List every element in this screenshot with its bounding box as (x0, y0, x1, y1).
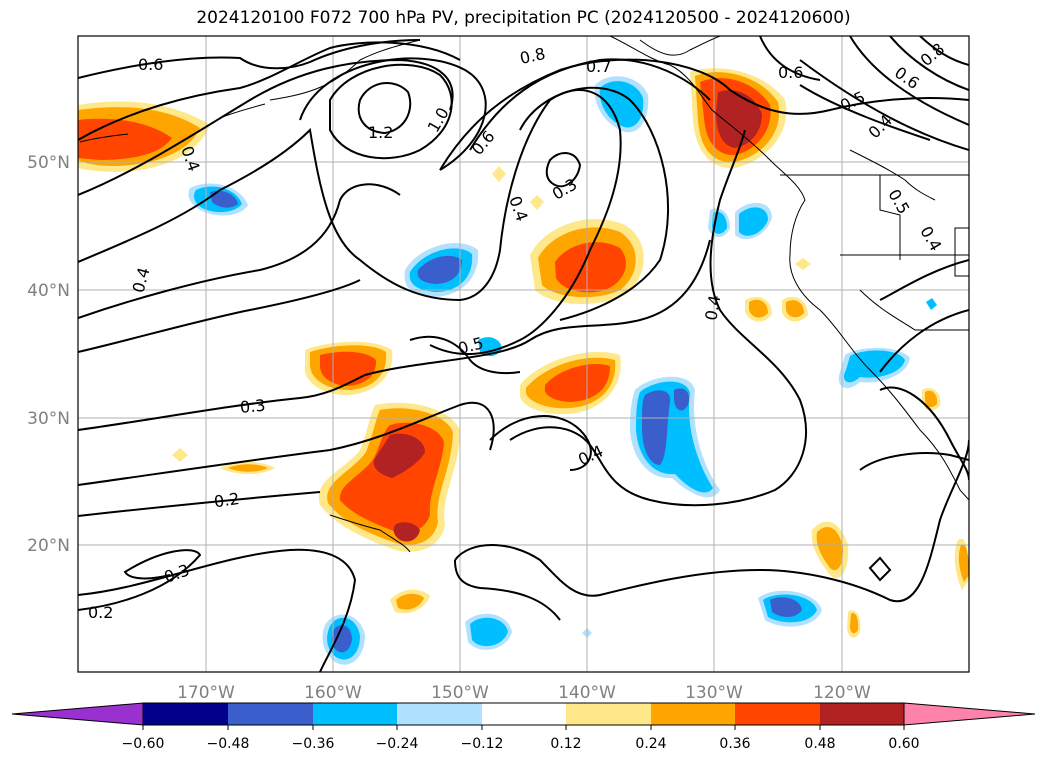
contour-label: 0.8 (518, 44, 547, 68)
lon-label: 140°W (558, 683, 616, 703)
precip-negative-anomalies (188, 76, 937, 665)
contour-label: 0.6 (778, 63, 803, 82)
colorbar-segment (143, 703, 228, 725)
longitude-labels: 170°W 160°W 150°W 140°W 130°W 120°W (177, 683, 871, 703)
pv-contours (78, 36, 969, 672)
colorbar-tick-label: −0.36 (292, 736, 335, 752)
contour-label: 0.7 (586, 57, 611, 76)
map-title: 2024120100 F072 700 hPa PV, precipitatio… (196, 8, 851, 28)
contour-label: 0.3 (239, 396, 266, 417)
lat-label: 30°N (27, 409, 70, 429)
lon-label: 150°W (431, 683, 489, 703)
lat-label: 40°N (27, 281, 70, 301)
colorbar-under-arrow (11, 702, 144, 726)
lon-label: 120°W (813, 683, 871, 703)
lon-label: 130°W (685, 683, 743, 703)
contour-label: 0.2 (88, 603, 113, 622)
colorbar-tick-label: −0.12 (461, 736, 504, 752)
colorbar-tick-label: −0.24 (376, 736, 419, 752)
contour-label: 0.2 (213, 489, 241, 511)
lon-label: 160°W (304, 683, 362, 703)
colorbar-segment (397, 703, 482, 725)
colorbar-tick-label: 0.24 (635, 736, 666, 752)
lat-label: 50°N (27, 153, 70, 173)
colorbar-segment (482, 703, 566, 725)
lat-label: 20°N (27, 536, 70, 556)
colorbar-segment (566, 703, 651, 725)
colorbar-segment (313, 703, 397, 725)
colorbar-tick-label: 0.36 (719, 736, 750, 752)
map-frame (77, 35, 970, 673)
colorbar-segment (735, 703, 820, 725)
colorbar-segment (651, 703, 735, 725)
colorbar-tick-label: −0.48 (207, 736, 250, 752)
colorbar-segment (228, 703, 313, 725)
colorbar-over-arrow (903, 702, 1036, 726)
colorbar-tick-label: 0.48 (804, 736, 835, 752)
colorbar-tick-label: 0.60 (888, 736, 919, 752)
colorbar-tick-label: −0.60 (122, 736, 165, 752)
colorbar-segment (820, 703, 904, 725)
map-panel: 0.6 1.2 1.0 0.8 0.7 0.6 0.6 0.5 0.4 0.8 … (78, 36, 969, 672)
colorbar-tick-label: 0.12 (550, 736, 581, 752)
contour-label: 0.6 (138, 55, 163, 74)
contour-label: 0.4 (701, 294, 724, 322)
colorbar: −0.60 −0.48 −0.36 −0.24 −0.12 0.12 0.24 … (11, 702, 1036, 752)
latitude-labels: 50°N 40°N 30°N 20°N (27, 153, 70, 556)
lon-label: 170°W (177, 683, 235, 703)
contour-label: 1.2 (368, 123, 393, 142)
